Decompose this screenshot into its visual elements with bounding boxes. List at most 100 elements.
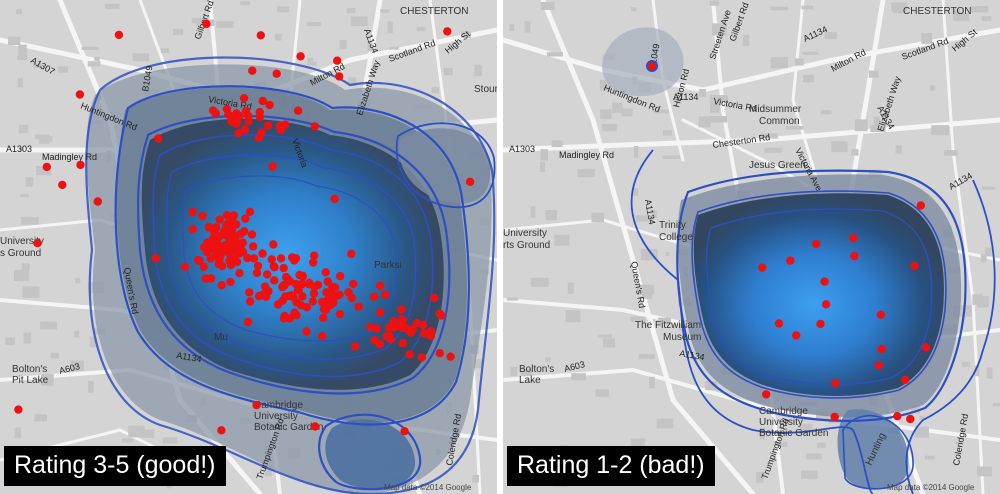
data-point — [429, 293, 439, 302]
building-block — [635, 215, 654, 222]
data-point — [446, 352, 455, 361]
data-point — [916, 201, 925, 210]
building-block — [141, 429, 155, 438]
data-point — [240, 125, 250, 134]
data-point — [400, 427, 409, 436]
building-block — [653, 109, 669, 114]
building-block — [698, 89, 706, 97]
building-block — [820, 110, 832, 115]
label-midsummer-1: Midsummer — [749, 104, 802, 115]
data-point — [284, 291, 294, 301]
data-point — [811, 239, 821, 249]
building-block — [602, 338, 616, 348]
building-block — [764, 147, 782, 153]
label-a1134-mid: A1134 — [679, 348, 706, 362]
building-block — [545, 210, 557, 221]
map-attribution: Map data ©2014 Google — [887, 483, 975, 492]
data-point — [762, 390, 771, 399]
building-block — [18, 44, 27, 56]
building-block — [630, 438, 645, 449]
data-point — [244, 112, 253, 121]
data-point — [270, 263, 279, 272]
data-point — [335, 290, 344, 299]
data-point — [318, 332, 327, 341]
building-block — [33, 63, 42, 69]
label-cambridge-2: University — [759, 417, 803, 428]
label-cambridge-2: University — [254, 411, 298, 422]
data-point — [820, 277, 829, 286]
building-block — [759, 427, 765, 440]
label-trinity-2: College — [659, 232, 693, 243]
building-block — [16, 9, 22, 15]
point-layer — [646, 60, 931, 424]
building-block — [977, 466, 992, 477]
building-block — [986, 367, 993, 379]
data-point — [906, 414, 915, 424]
data-point — [270, 276, 279, 285]
label-chesterton: CHESTERTON — [903, 6, 972, 17]
building-block — [520, 368, 533, 377]
building-block — [89, 336, 98, 348]
building-block — [530, 206, 536, 218]
building-block — [630, 7, 637, 12]
label-boltons-2: Pit Lake — [12, 375, 49, 386]
building-block — [631, 188, 639, 196]
label-boltons-2: Lake — [519, 375, 541, 386]
data-point — [821, 300, 831, 309]
building-block — [914, 426, 929, 438]
building-block — [770, 57, 788, 69]
building-block — [600, 109, 612, 120]
data-point — [850, 251, 859, 261]
building-block — [81, 46, 99, 50]
data-point — [290, 256, 299, 265]
label-sports-ground: s Ground — [0, 248, 41, 259]
data-point — [335, 72, 344, 81]
data-point — [232, 239, 241, 248]
building-block — [173, 28, 184, 36]
building-block — [679, 323, 684, 332]
building-block — [924, 455, 935, 460]
building-block — [160, 48, 170, 53]
rating-badge-bad: Rating 1-2 (bad!) — [507, 446, 715, 486]
building-block — [21, 263, 30, 271]
data-point — [382, 332, 391, 341]
building-block — [20, 217, 39, 225]
data-point — [322, 288, 331, 297]
building-block — [641, 292, 653, 299]
data-point — [298, 292, 307, 301]
building-block — [954, 8, 961, 18]
data-point — [203, 238, 212, 247]
data-point — [285, 314, 295, 323]
building-block — [910, 405, 920, 414]
building-block — [710, 95, 728, 103]
building-block — [980, 253, 987, 263]
building-block — [930, 85, 936, 91]
building-block — [649, 376, 655, 389]
data-point — [417, 353, 427, 362]
label-a1134-top: A1134 — [362, 27, 380, 54]
label-a1303: A1303 — [509, 144, 535, 154]
data-point — [921, 343, 931, 352]
data-point — [347, 249, 356, 258]
data-point — [215, 231, 224, 241]
building-block — [20, 193, 29, 198]
data-point — [225, 256, 234, 265]
map-panel-good: CHESTERTON A1307 Huntingdon Rd B1049 Gil… — [0, 0, 497, 494]
label-a1307: A1307 — [29, 55, 57, 77]
building-block — [70, 360, 84, 371]
data-point — [370, 335, 379, 345]
building-block — [554, 234, 570, 246]
data-point — [426, 331, 436, 340]
building-block — [74, 330, 79, 338]
data-point — [33, 239, 42, 248]
data-point — [223, 219, 233, 228]
data-point — [910, 261, 919, 271]
building-block — [431, 87, 439, 94]
building-block — [891, 2, 908, 12]
data-point — [258, 96, 267, 106]
data-point — [282, 273, 292, 283]
building-block — [921, 33, 933, 44]
data-point — [849, 233, 858, 243]
data-point — [336, 272, 345, 281]
data-point — [205, 245, 215, 254]
